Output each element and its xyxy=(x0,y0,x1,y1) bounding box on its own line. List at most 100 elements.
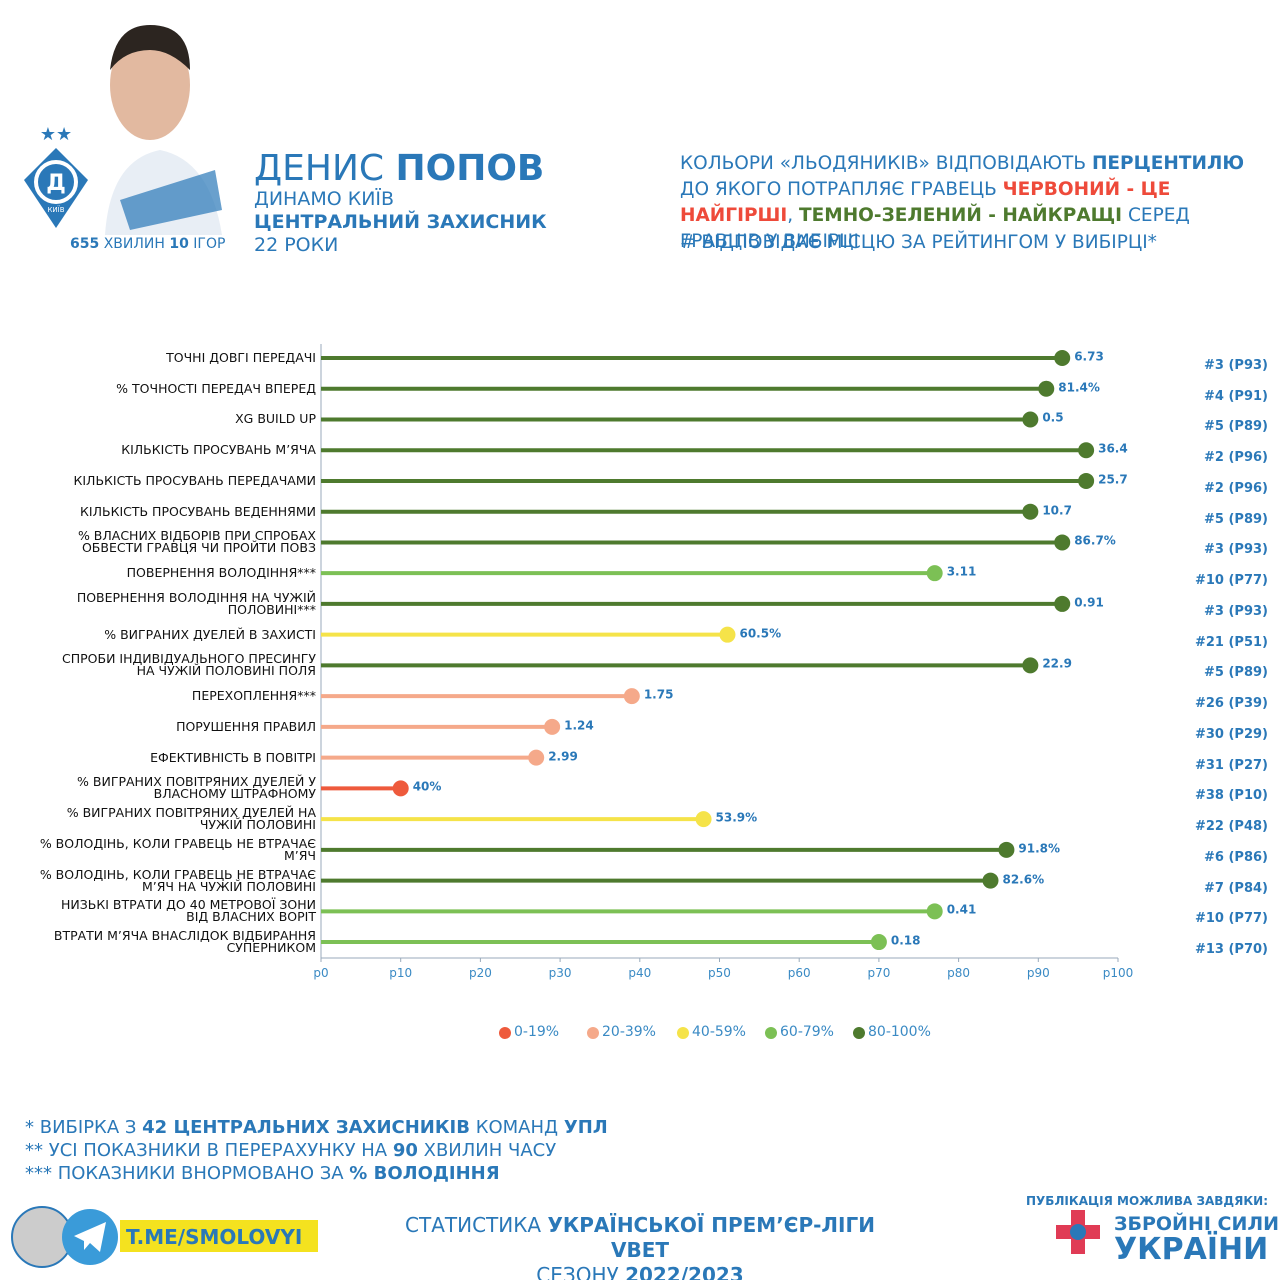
metric-label: 0.18 xyxy=(890,933,921,948)
explanation-part: КОЛЬОРИ «ЛЬОДЯНИКІВ» ВІДПОВІДАЮТЬ xyxy=(680,153,1092,174)
category-label: ПОРУШЕННЯ ПРАВИЛ xyxy=(176,718,316,734)
face xyxy=(110,30,190,140)
category-label: % ВИГРАНИХ ПОВІТРЯНИХ ДУЕЛЕЙ НА ЧУЖІЙ ПО… xyxy=(66,805,316,833)
category-label: ПОВЕРНЕННЯ ВОЛОДІННЯ*** xyxy=(126,565,316,581)
metric-label: 0.5 xyxy=(1042,411,1064,426)
legend-label: 40-59% xyxy=(692,1024,746,1040)
metric-label: 36.4 xyxy=(1098,441,1128,456)
last-name: ПОПОВ xyxy=(395,148,545,189)
category-label: ПЕРЕХОПЛЕННЯ*** xyxy=(191,688,316,704)
metric-label: 0.91 xyxy=(1074,595,1104,610)
footnote-part: ХВИЛИН ЧАСУ xyxy=(417,1140,557,1161)
metric-label: 6.73 xyxy=(1074,349,1104,364)
lollipop-dot xyxy=(719,626,736,643)
x-tick-label: p40 xyxy=(628,966,652,980)
rank-note: # ВІДПОВІДАЄ МІСЦЮ ЗА РЕЙТИНГОМ У ВИБІРЦ… xyxy=(680,232,1157,253)
stat-word: СТАТИСТИКА xyxy=(405,1213,542,1237)
first-name: ДЕНИС xyxy=(254,148,385,189)
lollipop-dot xyxy=(1038,380,1055,397)
lollipop-dot xyxy=(1022,657,1039,674)
sponsor-emblem xyxy=(1070,1224,1086,1240)
season-word: СЕЗОНУ xyxy=(536,1263,619,1280)
footnote-part: 42 ЦЕНТРАЛЬНИХ ЗАХИСНИКІВ xyxy=(142,1117,470,1138)
explanation: КОЛЬОРИ «ЛЬОДЯНИКІВ» ВІДПОВІДАЮТЬ ПЕРЦЕН… xyxy=(680,151,1270,255)
category-label: КІЛЬКІСТЬ ПРОСУВАНЬ ВЕДЕННЯМИ xyxy=(80,503,316,519)
category-label: % ВОЛОДІНЬ, КОЛИ ГРАВЕЦЬ НЕ ВТРАЧАЄ М’ЯЧ… xyxy=(39,866,316,894)
legend-dot xyxy=(499,1027,511,1039)
category-label: КІЛЬКІСТЬ ПРОСУВАНЬ М’ЯЧА xyxy=(121,442,316,458)
metric-label: 25.7 xyxy=(1098,472,1128,487)
legend-label: 60-79% xyxy=(780,1024,834,1040)
explanation-part: ПЕРЦЕНТИЛЮ xyxy=(1091,153,1245,174)
footnote-part: КОМАНД xyxy=(469,1117,564,1138)
footnote-part: ** УСІ ПОКАЗНИКИ В ПЕРЕРАХУНКУ НА xyxy=(25,1140,393,1161)
footnote-part: % ВОЛОДІННЯ xyxy=(349,1163,500,1184)
sponsor-note: ПУБЛІКАЦІЯ МОЖЛИВА ЗАВДЯКИ: xyxy=(1026,1194,1268,1208)
footnote-part: УПЛ xyxy=(563,1117,608,1138)
x-tick-label: p0 xyxy=(313,966,329,980)
legend-dot xyxy=(853,1027,865,1039)
metric-label: 60.5% xyxy=(739,626,782,641)
legend-label: 80-100% xyxy=(868,1024,931,1040)
logo-text: КИЇВ xyxy=(47,205,64,214)
x-tick-label: p60 xyxy=(787,966,811,980)
rank-label: #5 (P89) xyxy=(1204,665,1268,681)
games: 10 xyxy=(169,236,189,252)
x-tick-label: p70 xyxy=(867,966,891,980)
lollipop-dot xyxy=(1054,595,1071,612)
category-label: % ТОЧНОСТІ ПЕРЕДАЧ ВПЕРЕД xyxy=(116,380,316,396)
minutes-word: ХВИЛИН xyxy=(103,236,165,252)
legend-label: 0-19% xyxy=(514,1024,560,1040)
lollipop-dot xyxy=(544,718,561,735)
footnote-part: * ВИБІРКА З xyxy=(25,1117,143,1138)
player-name: ДЕНИС ПОПОВ xyxy=(254,148,544,189)
rank-label: #30 (P29) xyxy=(1194,726,1268,742)
explanation-part: ТЕМНО-ЗЕЛЕНИЙ - НАЙКРАЩІ xyxy=(799,205,1123,226)
category-label: XG BUILD UP xyxy=(235,411,316,427)
age: 22 РОКИ xyxy=(254,234,339,256)
footnote: * ВИБІРКА З 42 ЦЕНТРАЛЬНИХ ЗАХИСНИКІВ КО… xyxy=(25,1116,608,1139)
lollipop-dot xyxy=(1078,472,1095,489)
metric-label: 53.9% xyxy=(715,810,758,825)
lollipop-dot xyxy=(1054,350,1071,366)
rank-label: #5 (P89) xyxy=(1204,511,1268,527)
metric-label: 82.6% xyxy=(1002,872,1045,887)
lollipop-dot xyxy=(998,841,1015,858)
rank-label: #10 (P77) xyxy=(1194,573,1268,589)
category-label: НИЗЬКІ ВТРАТИ ДО 40 МЕТРОВОЇ ЗОНИ ВІД ВЛ… xyxy=(61,897,316,925)
x-tick-label: p80 xyxy=(947,966,971,980)
lollipop-dot xyxy=(1022,411,1039,428)
metric-label: 0.41 xyxy=(946,902,977,917)
rank-label: #6 (P86) xyxy=(1204,849,1268,865)
metric-label: 1.75 xyxy=(643,687,674,702)
hair xyxy=(110,25,190,70)
lollipop-dot xyxy=(982,872,999,889)
lollipop-dot xyxy=(926,903,943,920)
logo-stars: ★★ xyxy=(40,124,72,145)
category-label: ТОЧНІ ДОВГІ ПЕРЕДАЧІ xyxy=(166,350,316,365)
metric-label: 40% xyxy=(412,779,442,794)
footnotes: * ВИБІРКА З 42 ЦЕНТРАЛЬНИХ ЗАХИСНИКІВ КО… xyxy=(25,1116,608,1185)
rank-label: #26 (P39) xyxy=(1194,696,1268,712)
category-label: % ВИГРАНИХ ДУЕЛЕЙ В ЗАХИСТІ xyxy=(104,626,316,642)
telegram-plane xyxy=(74,1222,106,1252)
legend-label: 20-39% xyxy=(602,1024,656,1040)
rank-label: #2 (P96) xyxy=(1204,450,1268,466)
lollipop-dot xyxy=(528,749,545,766)
rank-label: #22 (P48) xyxy=(1194,819,1268,835)
category-label: ЕФЕКТИВНІСТЬ В ПОВІТРІ xyxy=(150,749,316,765)
logo-letter: Д xyxy=(46,171,66,196)
sponsor-1: ЗБРОЙНІ СИЛИ xyxy=(1114,1213,1280,1235)
explanation-part: ЧЕРВОНИЙ - ЦЕ НАЙГІРШІ xyxy=(680,179,1171,226)
lollipop-dot xyxy=(1078,442,1095,459)
lollipop-dot xyxy=(926,565,943,582)
league: УКРАЇНСЬКОЇ ПРЕМ’ЄР-ЛІГИ VBET xyxy=(547,1213,875,1262)
explanation-part: , xyxy=(787,205,800,226)
rank-label: #38 (P10) xyxy=(1194,788,1268,804)
lollipop-dot xyxy=(695,811,712,828)
footnote-part: *** ПОКАЗНИКИ ВНОРМОВАНО ЗА xyxy=(25,1163,350,1184)
category-label: % ВОЛОДІНЬ, КОЛИ ГРАВЕЦЬ НЕ ВТРАЧАЄ М’ЯЧ xyxy=(39,835,316,863)
rank-label: #3 (P93) xyxy=(1204,358,1268,373)
